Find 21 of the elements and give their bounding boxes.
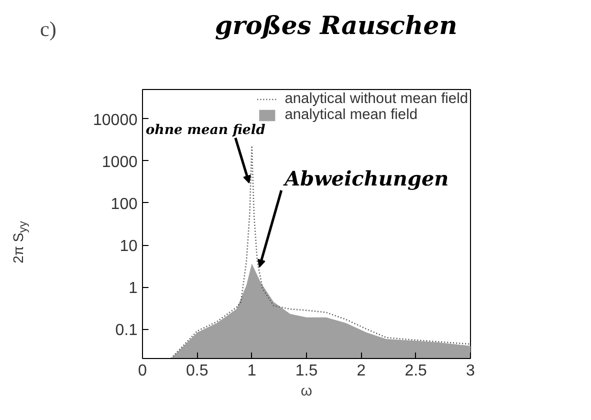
annotation: Abweichungen	[282, 166, 449, 190]
text: großes Rauschen	[215, 10, 458, 42]
x-tick-label: 2.5	[404, 362, 428, 380]
x-axis-title: ω	[300, 384, 312, 400]
x-tick-label: 3	[466, 362, 476, 380]
y-tick-label: 0.1	[115, 322, 138, 340]
line-series	[170, 145, 470, 358]
legend-label: analytical without mean field	[284, 91, 468, 107]
legend-label: analytical mean field	[284, 107, 418, 123]
y-tick-label: 10000	[93, 112, 138, 129]
x-tick-label: 1	[247, 362, 256, 380]
y-tick-label: 1000	[102, 154, 138, 171]
x-tick-label: 0.5	[186, 362, 208, 380]
annotation: ohne mean field	[146, 122, 266, 138]
y-tick-label: 1	[128, 280, 138, 298]
x-tick-label: 1.5	[295, 362, 318, 380]
x-tick-label: 2	[356, 362, 366, 380]
y-tick-label: 100	[110, 196, 138, 213]
y-tick-label: 10	[120, 238, 138, 256]
text: c)	[40, 16, 56, 43]
x-tick-label: 0	[138, 362, 148, 380]
